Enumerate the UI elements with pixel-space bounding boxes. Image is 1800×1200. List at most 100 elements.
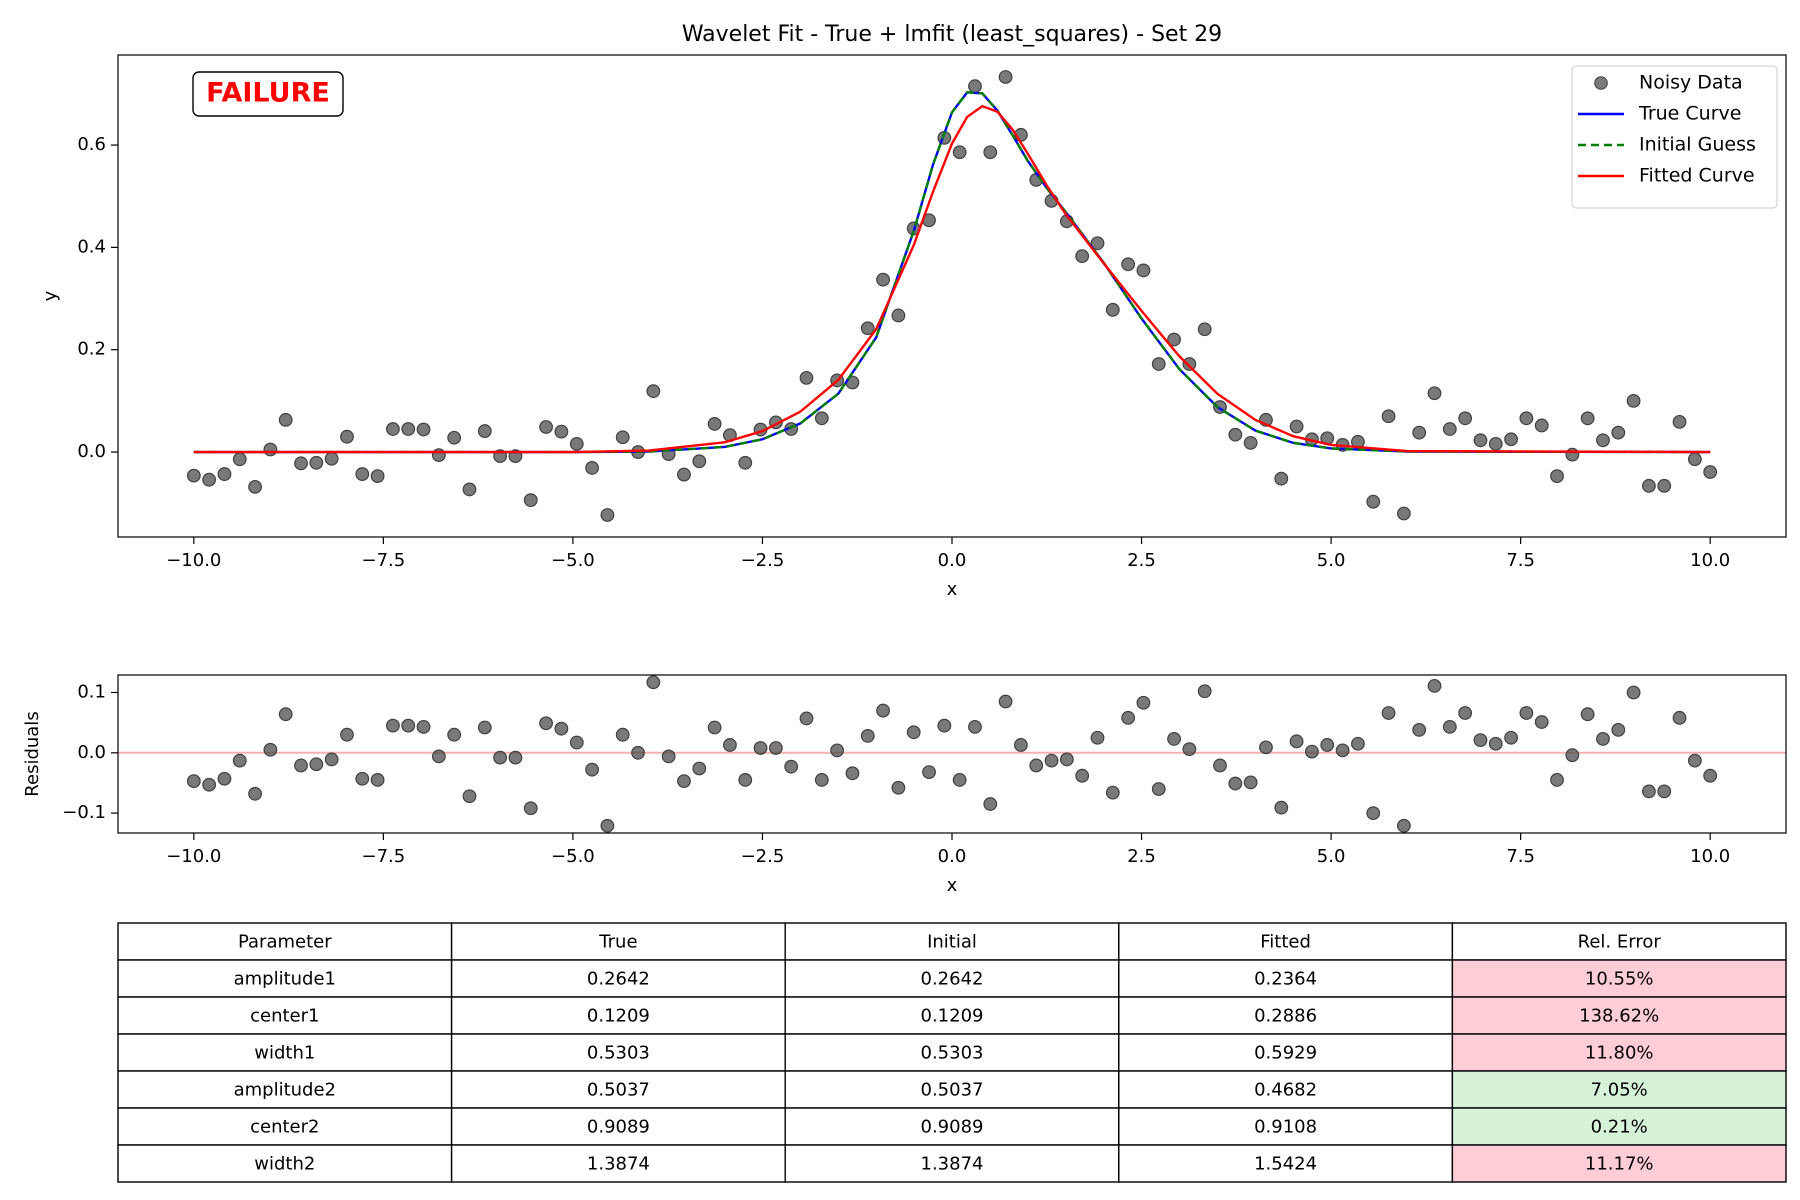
table-header-cell bbox=[117, 922, 453, 961]
table-value-cell bbox=[1451, 959, 1787, 998]
data-point bbox=[340, 727, 354, 742]
legend-label: Noisy Data bbox=[1639, 72, 1743, 94]
data-point bbox=[1488, 436, 1503, 451]
x-tick-label: −10.0 bbox=[166, 846, 221, 867]
data-point bbox=[232, 753, 247, 768]
data-point bbox=[876, 703, 890, 718]
data-point bbox=[1565, 447, 1580, 462]
data-point bbox=[386, 718, 400, 733]
data-point bbox=[692, 454, 707, 469]
data-point bbox=[738, 773, 753, 787]
data-point bbox=[324, 752, 339, 767]
data-point bbox=[508, 750, 523, 765]
data-point bbox=[278, 707, 293, 722]
table-value: amplitude1 bbox=[234, 969, 336, 990]
data-point bbox=[294, 456, 308, 471]
table-value: 0.5929 bbox=[1254, 1043, 1317, 1064]
y-axis-label: Residuals bbox=[22, 711, 43, 796]
table-value: 0.2886 bbox=[1254, 1006, 1317, 1027]
table-header-cell bbox=[450, 922, 786, 961]
data-point bbox=[753, 741, 768, 755]
x-tick-label: 7.5 bbox=[1506, 550, 1535, 571]
table-value: 0.4682 bbox=[1254, 1080, 1317, 1101]
table-value: 0.5037 bbox=[921, 1080, 984, 1101]
data-point bbox=[1504, 432, 1518, 447]
data-point bbox=[585, 461, 599, 475]
data-point bbox=[569, 436, 584, 451]
data-point bbox=[554, 424, 569, 439]
table-value: 1.3874 bbox=[587, 1154, 650, 1175]
data-point bbox=[1442, 422, 1457, 436]
table-value-cell bbox=[1451, 1144, 1787, 1183]
data-point bbox=[1611, 425, 1626, 440]
data-point bbox=[1504, 730, 1518, 745]
table-value: 11.80% bbox=[1585, 1043, 1654, 1064]
data-point bbox=[707, 417, 722, 431]
data-point bbox=[1366, 806, 1381, 820]
table-value-cell bbox=[1451, 996, 1787, 1035]
data-point bbox=[1029, 758, 1044, 773]
data-point bbox=[615, 727, 630, 742]
data-point bbox=[462, 789, 477, 804]
data-point bbox=[1090, 236, 1105, 251]
data-point bbox=[1565, 748, 1580, 763]
legend-label: Fitted Curve bbox=[1639, 165, 1755, 187]
table-value: 0.2642 bbox=[587, 969, 650, 990]
data-point bbox=[1473, 433, 1488, 448]
data-point bbox=[1351, 736, 1365, 751]
data-point bbox=[768, 741, 783, 755]
data-point bbox=[1458, 706, 1473, 720]
data-point bbox=[232, 452, 247, 467]
data-point bbox=[401, 718, 416, 733]
x-tick-label: −7.5 bbox=[362, 846, 406, 867]
table-value-cell bbox=[450, 959, 786, 998]
data-point bbox=[585, 762, 599, 777]
y-tick-label: 0.2 bbox=[77, 339, 106, 360]
data-point bbox=[631, 745, 645, 760]
data-point bbox=[1580, 707, 1595, 722]
table-value-cell bbox=[450, 1107, 786, 1146]
data-point bbox=[1473, 733, 1488, 748]
table-value: 11.17% bbox=[1585, 1154, 1654, 1175]
data-point bbox=[263, 742, 278, 757]
data-point bbox=[309, 455, 324, 470]
x-tick-label: 10.0 bbox=[1690, 550, 1730, 571]
data-point bbox=[1366, 494, 1381, 509]
data-point bbox=[1243, 435, 1258, 450]
data-point bbox=[1381, 409, 1396, 424]
data-point bbox=[1014, 738, 1028, 752]
y-tick-label: 0.4 bbox=[77, 236, 106, 257]
data-point bbox=[1642, 784, 1656, 799]
y-tick-label: 0.0 bbox=[77, 441, 106, 462]
data-point bbox=[1105, 785, 1120, 800]
table-header: True bbox=[598, 932, 637, 953]
data-point bbox=[1305, 744, 1319, 759]
data-point bbox=[355, 771, 370, 786]
data-point bbox=[860, 321, 875, 336]
data-point bbox=[891, 780, 906, 795]
table-value: 0.9108 bbox=[1254, 1117, 1317, 1138]
data-point bbox=[968, 719, 982, 734]
table-value: 10.55% bbox=[1585, 969, 1654, 990]
data-point bbox=[600, 818, 615, 833]
data-point bbox=[891, 308, 906, 323]
data-point bbox=[860, 729, 875, 743]
data-point bbox=[1488, 736, 1503, 751]
data-point bbox=[1580, 411, 1595, 426]
data-point bbox=[202, 472, 217, 487]
table-value: 0.9089 bbox=[587, 1117, 650, 1138]
data-point bbox=[1642, 478, 1656, 493]
data-point bbox=[615, 430, 630, 445]
table-header-cell bbox=[784, 922, 1120, 961]
data-point bbox=[1274, 471, 1289, 486]
table-value-cell bbox=[1118, 1144, 1454, 1183]
data-point bbox=[1259, 740, 1273, 755]
y-tick-label: 0.0 bbox=[77, 742, 106, 763]
table-value-cell bbox=[117, 1144, 453, 1183]
x-tick-label: 0.0 bbox=[938, 846, 967, 867]
data-point bbox=[1672, 414, 1687, 429]
line bbox=[193, 104, 1711, 454]
table-value-cell bbox=[117, 959, 453, 998]
data-point bbox=[202, 777, 217, 792]
table-header-cell bbox=[1451, 922, 1787, 961]
